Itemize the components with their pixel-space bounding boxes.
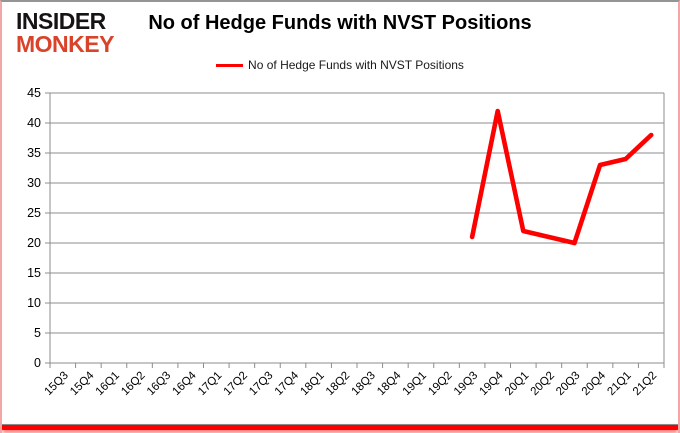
x-axis-label: 15Q3 bbox=[43, 370, 71, 398]
x-axis-label: 17Q2 bbox=[222, 370, 250, 398]
insider-monkey-logo: INSIDER MONKEY bbox=[16, 10, 114, 55]
y-axis-label: 15 bbox=[27, 266, 41, 280]
y-axis-label: 40 bbox=[27, 116, 41, 130]
y-axis-label: 35 bbox=[27, 146, 41, 160]
x-axis-label: 21Q2 bbox=[631, 370, 659, 398]
x-axis-label: 20Q3 bbox=[554, 370, 582, 398]
logo-text-insider: INSIDER bbox=[16, 8, 106, 34]
y-axis-label: 45 bbox=[27, 86, 41, 100]
x-axis-label: 20Q4 bbox=[580, 369, 609, 398]
x-axis-label: 20Q1 bbox=[503, 370, 531, 398]
y-axis-label: 30 bbox=[27, 176, 41, 190]
x-axis-label: 19Q1 bbox=[401, 370, 429, 398]
legend-line-swatch bbox=[216, 63, 244, 67]
x-axis-label: 18Q2 bbox=[324, 370, 352, 398]
x-axis-label: 19Q3 bbox=[452, 370, 480, 398]
chart-title: No of Hedge Funds with NVST Positions bbox=[148, 12, 532, 34]
x-axis-label: 17Q1 bbox=[196, 370, 224, 398]
x-axis-label: 17Q4 bbox=[273, 369, 302, 398]
x-axis-label: 18Q3 bbox=[350, 370, 378, 398]
x-axis-label: 19Q2 bbox=[426, 370, 454, 398]
x-axis-label: 18Q1 bbox=[298, 370, 326, 398]
x-axis-label: 16Q3 bbox=[145, 370, 173, 398]
x-axis-label: 15Q4 bbox=[68, 369, 97, 398]
x-axis-label: 16Q2 bbox=[119, 370, 147, 398]
x-axis-label: 19Q4 bbox=[477, 369, 506, 398]
y-axis-label: 0 bbox=[34, 356, 41, 370]
x-axis-label: 18Q4 bbox=[375, 369, 404, 398]
x-axis-label: 16Q1 bbox=[94, 370, 122, 398]
x-axis-label: 16Q4 bbox=[170, 369, 199, 398]
legend: No of Hedge Funds with NVST Positions bbox=[2, 58, 678, 72]
y-axis-label: 10 bbox=[27, 296, 41, 310]
y-axis-label: 5 bbox=[34, 326, 41, 340]
x-axis-label: 20Q2 bbox=[529, 370, 557, 398]
x-axis-label: 21Q1 bbox=[605, 370, 633, 398]
x-axis-label: 17Q3 bbox=[247, 370, 275, 398]
y-axis-label: 20 bbox=[27, 236, 41, 250]
bottom-red-bar bbox=[2, 424, 678, 430]
data-line bbox=[469, 108, 654, 246]
legend-label: No of Hedge Funds with NVST Positions bbox=[248, 58, 464, 72]
y-axis-label: 25 bbox=[27, 206, 41, 220]
logo-text-monkey: MONKEY bbox=[16, 30, 114, 57]
